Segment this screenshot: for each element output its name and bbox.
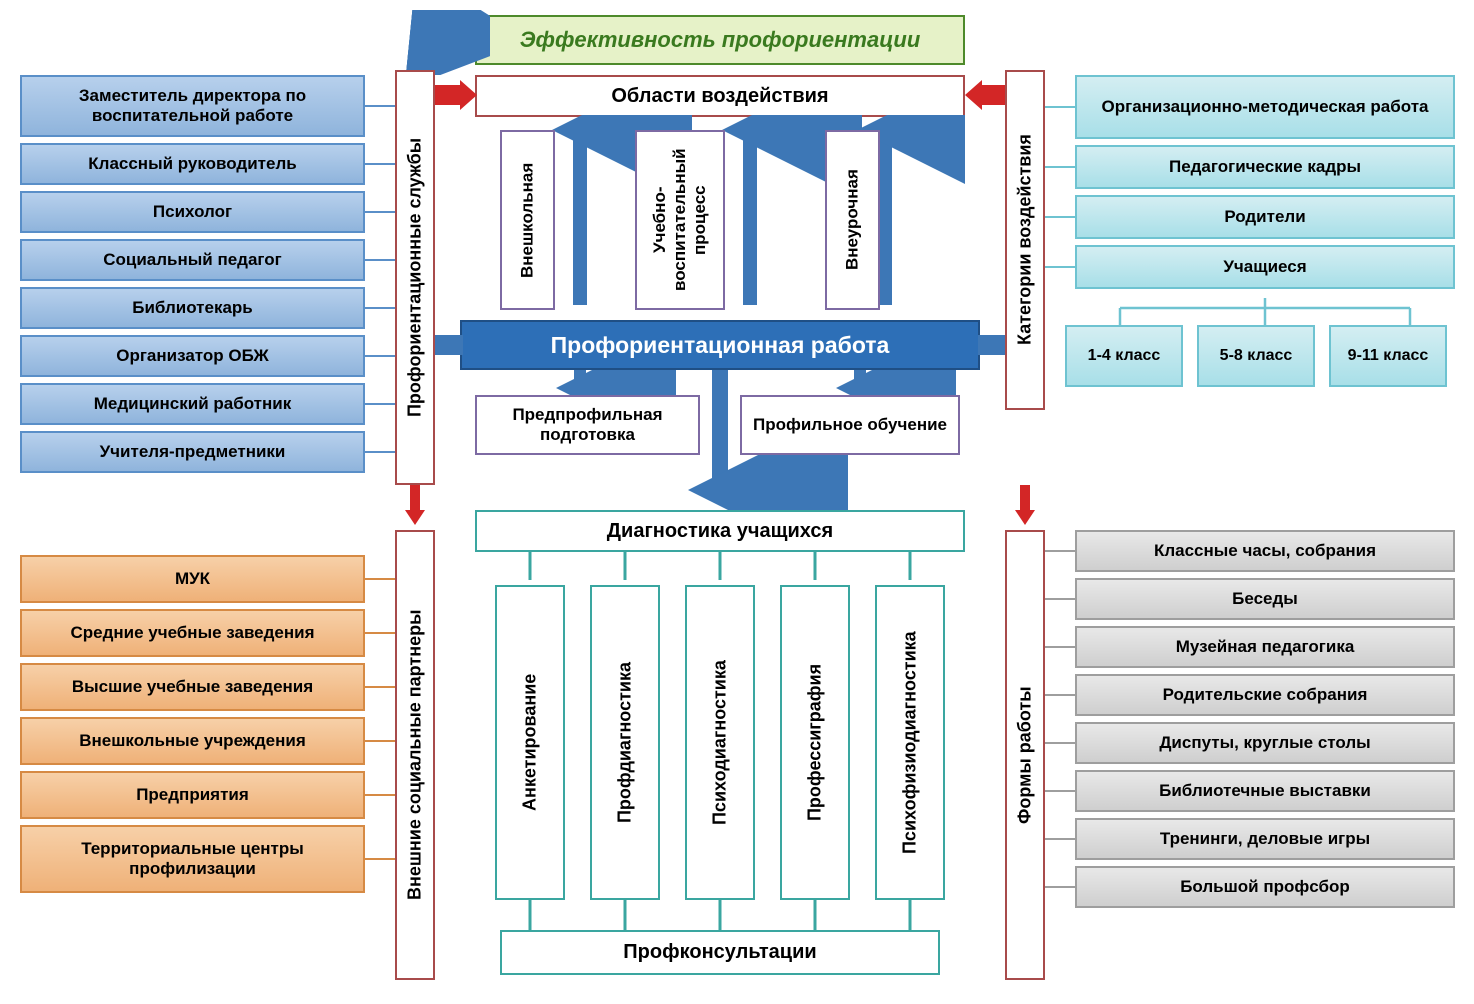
list-item: Территориальные центры профилизации [20, 825, 365, 893]
center-sub-item: Профильное обучение [740, 395, 960, 455]
diagnostics-footer-label: Профконсультации [623, 941, 816, 964]
right-upper-list: Организационно-методическая работа Педаго… [1075, 75, 1455, 295]
left-upper-header: Профориентационные службы [395, 70, 435, 485]
list-item: Педагогические кадры [1075, 145, 1455, 189]
list-item: Высшие учебные заведения [20, 663, 365, 711]
list-item: Библиотечные выставки [1075, 770, 1455, 812]
center-bar-label: Профориентационная работа [551, 332, 890, 359]
list-item: МУК [20, 555, 365, 603]
arrow-red-right [965, 80, 1010, 110]
list-item: Средние учебные заведения [20, 609, 365, 657]
arrow-curve-top [400, 10, 490, 75]
list-item: Тренинги, деловые игры [1075, 818, 1455, 860]
list-item: Музейная педагогика [1075, 626, 1455, 668]
diagnostic-item: Анкетирование [495, 585, 565, 900]
list-item: Классный руководитель [20, 143, 365, 185]
diagnostic-item: Профдиагностика [590, 585, 660, 900]
effectiveness-label: Эффективность профориентации [520, 27, 921, 53]
list-item: Родительские собрания [1075, 674, 1455, 716]
arrow-red-down-right [1015, 485, 1035, 525]
area-item: Внеурочная [825, 130, 880, 310]
right-upper-header-label: Категории воздействия [1015, 135, 1036, 346]
list-item: Диспуты, круглые столы [1075, 722, 1455, 764]
arrow-red-down-left [405, 485, 425, 525]
center-bar: Профориентационная работа [460, 320, 980, 370]
left-lower-list: МУК Средние учебные заведения Высшие учебн… [20, 555, 365, 899]
right-upper-sub: 1-4 класс5-8 класс9-11 класс [1065, 325, 1465, 387]
list-item: Учителя-предметники [20, 431, 365, 473]
areas-header-label: Области воздействия [611, 85, 828, 108]
list-item: Заместитель директора по воспитательной … [20, 75, 365, 137]
diagnostics-header-label: Диагностика учащихся [607, 520, 833, 543]
diagnostic-item: Профессиграфия [780, 585, 850, 900]
list-item: Большой профсбор [1075, 866, 1455, 908]
right-lower-header-label: Формы работы [1015, 686, 1036, 824]
list-item: Организационно-методическая работа [1075, 75, 1455, 139]
center-sub-item: Предпрофильная подготовка [475, 395, 700, 455]
list-item: Родители [1075, 195, 1455, 239]
area-item: Внешкольная [500, 130, 555, 310]
list-item: Классные часы, собрания [1075, 530, 1455, 572]
list-item: Библиотекарь [20, 287, 365, 329]
area-item: Учебно-воспитательный процесс [635, 130, 725, 310]
effectiveness-box: Эффективность профориентации [475, 15, 965, 65]
right-lower-header: Формы работы [1005, 530, 1045, 980]
list-item: Учащиеся [1075, 245, 1455, 289]
diagnostic-item: Психодиагностика [685, 585, 755, 900]
right-upper-fork [1075, 298, 1455, 328]
list-item: Социальный педагог [20, 239, 365, 281]
areas-header: Области воздействия [475, 75, 965, 117]
class-item: 5-8 класс [1197, 325, 1315, 387]
list-item: Психолог [20, 191, 365, 233]
left-upper-list: Заместитель директора по воспитательной … [20, 75, 365, 479]
left-lower-header-label: Внешние социальные партнеры [405, 610, 426, 900]
list-item: Внешкольные учреждения [20, 717, 365, 765]
left-lower-header: Внешние социальные партнеры [395, 530, 435, 980]
list-item: Медицинский работник [20, 383, 365, 425]
left-upper-ticks [365, 75, 395, 495]
list-item: Организатор ОБЖ [20, 335, 365, 377]
left-upper-header-label: Профориентационные службы [405, 138, 426, 417]
right-upper-header: Категории воздействия [1005, 70, 1045, 410]
list-item: Предприятия [20, 771, 365, 819]
class-item: 1-4 класс [1065, 325, 1183, 387]
right-lower-list: Классные часы, собрания Беседы Музейная пе… [1075, 530, 1455, 914]
diagnostic-item: Психофизиодиагностика [875, 585, 945, 900]
diagnostics-footer: Профконсультации [500, 930, 940, 975]
class-item: 9-11 класс [1329, 325, 1447, 387]
arrow-red-left [432, 80, 477, 110]
list-item: Беседы [1075, 578, 1455, 620]
diagnostics-header: Диагностика учащихся [475, 510, 965, 552]
